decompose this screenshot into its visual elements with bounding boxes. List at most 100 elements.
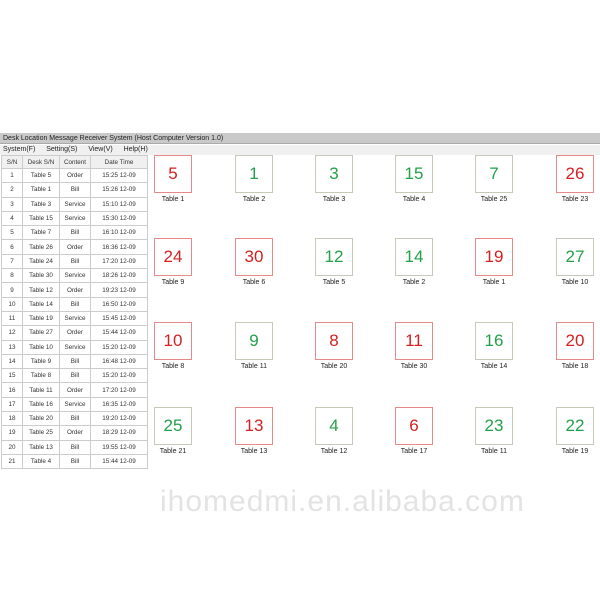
desk-tile[interactable]: 16 xyxy=(475,322,513,360)
sn-cell: 14 xyxy=(1,353,23,370)
desk-label: Table 2 xyxy=(402,279,426,286)
desk-tile[interactable]: 30 xyxy=(235,238,273,276)
table-row[interactable]: 3 Table 3 Service 15:10 12-09 xyxy=(1,196,148,212)
table-row[interactable]: 13 Table 10 Service 15:20 12-09 xyxy=(1,339,148,355)
desk-cell: Table 7 xyxy=(22,225,60,241)
desk-cell: Table 13 xyxy=(22,439,60,455)
desk-tile[interactable]: 27 xyxy=(556,238,594,276)
content-cell: Service xyxy=(59,396,91,413)
menu-setting[interactable]: Setting(S) xyxy=(46,146,78,153)
desk-cell: Table 4 xyxy=(22,453,60,470)
watermark: ihomedmi.en.alibaba.com xyxy=(160,485,525,518)
menu-system[interactable]: System(F) xyxy=(3,146,36,153)
table-row[interactable]: 18 Table 20 Bill 19:20 12-09 xyxy=(1,411,148,427)
desk-tile[interactable]: 13 xyxy=(235,407,273,445)
menu-view[interactable]: View(V) xyxy=(88,146,113,153)
desk-tile[interactable]: 15 xyxy=(395,155,433,193)
content-cell: Bill xyxy=(59,253,91,270)
datetime-cell: 16:36 12-09 xyxy=(90,239,148,255)
table-row[interactable]: 5 Table 7 Bill 16:10 12-09 xyxy=(1,225,148,241)
desk-label: Table 12 xyxy=(320,448,348,455)
table-row[interactable]: 16 Table 11 Order 17:20 12-09 xyxy=(1,382,148,398)
desk-cell: Table 16 xyxy=(22,396,60,413)
desk-tile[interactable]: 10 xyxy=(154,322,192,360)
table-row[interactable]: 2 Table 1 Bill 15:26 12-09 xyxy=(1,182,148,198)
desk-label: Table 13 xyxy=(240,448,268,455)
desk-tile[interactable]: 19 xyxy=(475,238,513,276)
sn-cell: 20 xyxy=(1,439,23,455)
datetime-cell: 16:48 12-09 xyxy=(90,353,148,370)
content-cell: Service xyxy=(59,196,91,212)
desk-cell: Table 30 xyxy=(22,268,60,284)
table-row[interactable]: 4 Table 15 Service 15:30 12-09 xyxy=(1,210,148,227)
datetime-cell: 18:29 12-09 xyxy=(90,425,148,441)
sn-cell: 21 xyxy=(1,453,23,470)
table-row[interactable]: 7 Table 24 Bill 17:20 12-09 xyxy=(1,253,148,270)
datetime-cell: 15:25 12-09 xyxy=(90,167,148,184)
desk-tile[interactable]: 9 xyxy=(235,322,273,360)
table-row[interactable]: 14 Table 9 Bill 16:48 12-09 xyxy=(1,353,148,370)
window-title-bar: Desk Location Message Receiver System (H… xyxy=(0,133,600,144)
desk-label: Table 8 xyxy=(161,363,185,370)
table-row[interactable]: 9 Table 12 Order 19:23 12-09 xyxy=(1,282,148,298)
desk-tile[interactable]: 25 xyxy=(154,407,192,445)
table-row[interactable]: 8 Table 30 Service 18:26 12-09 xyxy=(1,268,148,284)
desk-label: Table 3 xyxy=(322,196,346,203)
desk-cell: Table 3 xyxy=(22,196,60,212)
desk-label: Table 1 xyxy=(161,196,185,203)
sn-cell: 12 xyxy=(1,325,23,341)
desk-tile[interactable]: 7 xyxy=(475,155,513,193)
content-cell: Bill xyxy=(59,411,91,427)
datetime-cell: 17:20 12-09 xyxy=(90,253,148,270)
table-row[interactable]: 11 Table 19 Service 15:45 12-09 xyxy=(1,310,148,327)
menu-bar: System(F) Setting(S) View(V) Help(H) xyxy=(0,145,600,155)
table-row[interactable]: 6 Table 26 Order 16:36 12-09 xyxy=(1,239,148,255)
content-cell: Order xyxy=(59,167,91,184)
col-desk: Desk S/N xyxy=(22,155,60,169)
desk-label: Table 21 xyxy=(159,448,187,455)
desk-label: Table 14 xyxy=(480,363,508,370)
menu-help[interactable]: Help(H) xyxy=(123,146,148,153)
desk-tile[interactable]: 12 xyxy=(315,238,353,276)
desk-label: Table 5 xyxy=(322,279,346,286)
desk-label: Table 18 xyxy=(561,363,589,370)
datetime-cell: 15:45 12-09 xyxy=(90,310,148,327)
desk-tile[interactable]: 1 xyxy=(235,155,273,193)
desk-tile[interactable]: 14 xyxy=(395,238,433,276)
desk-tile[interactable]: 3 xyxy=(315,155,353,193)
desk-tile[interactable]: 11 xyxy=(395,322,433,360)
desk-tile[interactable]: 5 xyxy=(154,155,192,193)
sn-cell: 7 xyxy=(1,253,23,270)
desk-tile[interactable]: 6 xyxy=(395,407,433,445)
desk-cell: Table 10 xyxy=(22,339,60,355)
sn-cell: 17 xyxy=(1,396,23,413)
desk-tile[interactable]: 24 xyxy=(154,238,192,276)
desk-cell: Table 1 xyxy=(22,182,60,198)
desk-tile[interactable]: 4 xyxy=(315,407,353,445)
desk-tile[interactable]: 26 xyxy=(556,155,594,193)
content-cell: Bill xyxy=(59,296,91,312)
desk-cell: Table 25 xyxy=(22,425,60,441)
table-row[interactable]: 1 Table 5 Order 15:25 12-09 xyxy=(1,167,148,184)
desk-tile[interactable]: 8 xyxy=(315,322,353,360)
content-cell: Order xyxy=(59,382,91,398)
table-row[interactable]: 12 Table 27 Order 15:44 12-09 xyxy=(1,325,148,341)
desk-tile[interactable]: 22 xyxy=(556,407,594,445)
desk-cell: Table 12 xyxy=(22,282,60,298)
table-row[interactable]: 10 Table 14 Bill 16:50 12-09 xyxy=(1,296,148,312)
desk-cell: Table 14 xyxy=(22,296,60,312)
datetime-cell: 17:20 12-09 xyxy=(90,382,148,398)
desk-label: Table 9 xyxy=(161,279,185,286)
table-row[interactable]: 19 Table 25 Order 18:29 12-09 xyxy=(1,425,148,441)
col-sn: S/N xyxy=(1,155,23,169)
sn-cell: 15 xyxy=(1,368,23,384)
content-cell: Bill xyxy=(59,368,91,384)
table-row[interactable]: 15 Table 8 Bill 15:20 12-09 xyxy=(1,368,148,384)
desk-cell: Table 27 xyxy=(22,325,60,341)
table-row[interactable]: 20 Table 13 Bill 19:55 12-09 xyxy=(1,439,148,455)
desk-label: Table 17 xyxy=(400,448,428,455)
desk-tile[interactable]: 23 xyxy=(475,407,513,445)
table-row[interactable]: 21 Table 4 Bill 15:44 12-09 xyxy=(1,453,148,470)
desk-tile[interactable]: 20 xyxy=(556,322,594,360)
table-row[interactable]: 17 Table 16 Service 16:35 12-09 xyxy=(1,396,148,413)
